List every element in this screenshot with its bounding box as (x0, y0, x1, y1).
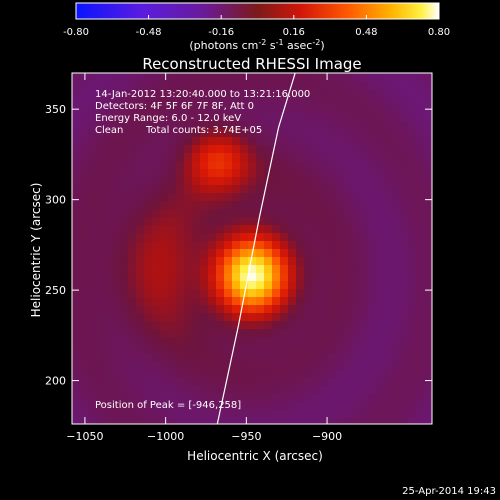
method-annotation: Clean (95, 125, 123, 136)
y-tick-label: 350 (45, 103, 66, 116)
date-stamp: 25-Apr-2014 19:43 (402, 486, 496, 497)
x-tick-label: −1000 (147, 430, 184, 443)
y-axis-ticks: 200 250 300 350 (45, 103, 432, 388)
colorbar-unit-label: (photons cm-2 s-1 asec-2) (189, 38, 324, 52)
x-tick-label: −950 (231, 430, 261, 443)
y-axis-label: Heliocentric Y (arcsec) (29, 183, 43, 318)
energy-annotation: Energy Range: 6.0 - 12.0 keV (95, 113, 241, 124)
time-range-annotation: 14-Jan-2012 13:20:40.000 to 13:21:16.000 (95, 89, 310, 100)
chart-title: Reconstructed RHESSI Image (142, 55, 361, 73)
colorbar-tick-label: -0.48 (136, 27, 162, 38)
total-counts-annotation: Total counts: 3.74E+05 (145, 125, 262, 136)
colorbar-tick-label: 0.48 (355, 27, 377, 38)
colorbar-ticks: -0.80 -0.48 -0.16 0.16 0.48 0.80 (63, 15, 450, 38)
colorbar-tick-label: -0.80 (63, 27, 89, 38)
y-tick-label: 250 (45, 284, 66, 297)
peak-position-annotation: Position of Peak = [-946,258] (95, 400, 241, 411)
y-tick-label: 200 (45, 375, 66, 388)
x-tick-label: −900 (312, 430, 342, 443)
colorbar-tick-label: 0.16 (283, 27, 305, 38)
heatmap-image (72, 73, 432, 424)
x-axis-label: Heliocentric X (arcsec) (187, 449, 323, 463)
x-axis-ticks: −1050 −1000 −950 −900 (66, 73, 342, 443)
colorbar (75, 2, 440, 20)
x-tick-label: −1050 (66, 430, 103, 443)
colorbar-tick-label: -0.16 (208, 27, 234, 38)
colorbar-tick-label: 0.80 (428, 27, 450, 38)
detectors-annotation: Detectors: 4F 5F 6F 7F 8F, Att 0 (95, 101, 254, 112)
solar-limb-curve (216, 73, 296, 424)
y-tick-label: 300 (45, 194, 66, 207)
plot-frame (71, 72, 433, 425)
